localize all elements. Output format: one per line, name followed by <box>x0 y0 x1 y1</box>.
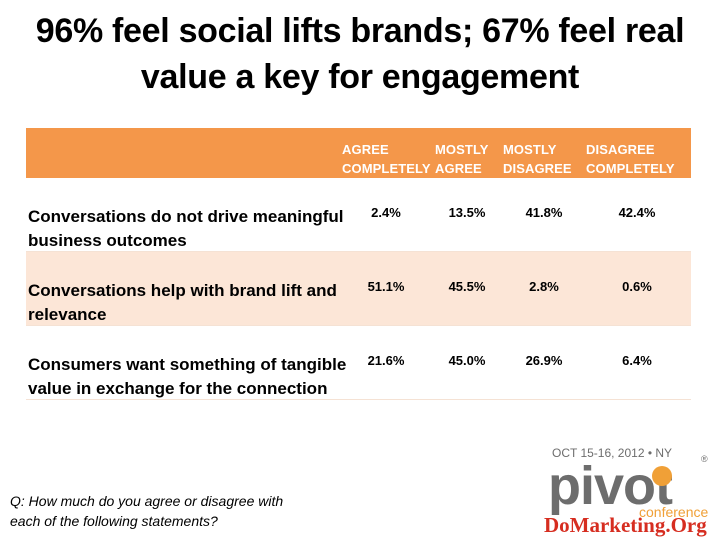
row-label: Conversations help with brand lift and r… <box>28 279 348 327</box>
value-cell: 42.4% <box>618 205 656 220</box>
column-header-line: AGREE <box>342 142 389 157</box>
row-label-line: Conversations help with brand lift and <box>28 281 337 300</box>
row-label-line: relevance <box>28 305 107 324</box>
row-label-line: value in exchange for the connection <box>28 379 328 398</box>
value-cell: 0.6% <box>622 279 652 294</box>
value-cell: 21.6% <box>367 353 405 368</box>
column-header-line: DISAGREE <box>503 161 572 176</box>
table-row: Conversations do not drive meaningful bu… <box>26 178 691 252</box>
row-label-line: Conversations do not drive meaningful <box>28 207 344 226</box>
survey-question-footnote: Q: How much do you agree or disagree wit… <box>10 491 283 531</box>
value-cell: 26.9% <box>525 353 563 368</box>
slide-title: 96% feel social lifts brands; 67% feel r… <box>0 8 720 100</box>
table-header: AGREE COMPLETELY MOSTLY AGREE MOSTLY DIS… <box>26 128 691 178</box>
logo-pivot-wordmark: pivot <box>548 456 673 516</box>
value-cell: 2.8% <box>529 279 559 294</box>
value-cell: 51.1% <box>367 279 405 294</box>
column-header-line: MOSTLY <box>503 142 557 157</box>
pivot-conference-logo: OCT 15-16, 2012 • NY ® pivot conference … <box>544 446 708 537</box>
value-cell: 45.0% <box>448 353 486 368</box>
column-header-line: DISAGREE <box>586 142 655 157</box>
row-label-line: Consumers want something of tangible <box>28 355 347 374</box>
value-cell: 41.8% <box>525 205 563 220</box>
value-cell: 6.4% <box>622 353 652 368</box>
value-cell: 45.5% <box>448 279 486 294</box>
column-header-mostly-agree: MOSTLY AGREE <box>435 140 489 178</box>
footnote-line: Q: How much do you agree or disagree wit… <box>10 493 284 509</box>
column-header-line: COMPLETELY <box>342 161 431 176</box>
logo-date: OCT 15-16, 2012 • NY <box>552 446 672 460</box>
row-label: Conversations do not drive meaningful bu… <box>28 205 348 253</box>
value-cell: 2.4% <box>371 205 401 220</box>
domarketing-watermark: DoMarketing.Org <box>544 513 707 537</box>
logo-registered-mark: ® <box>701 454 708 464</box>
logo-orange-dot-icon <box>652 466 672 486</box>
value-cell: 13.5% <box>448 205 486 220</box>
row-label-line: business outcomes <box>28 231 187 250</box>
column-header-disagree-completely: DISAGREE COMPLETELY <box>586 140 675 178</box>
column-header-line: COMPLETELY <box>586 161 675 176</box>
column-header-line: MOSTLY <box>435 142 489 157</box>
column-header-line: AGREE <box>435 161 482 176</box>
survey-table: AGREE COMPLETELY MOSTLY AGREE MOSTLY DIS… <box>26 128 691 400</box>
footnote-line: each of the following statements? <box>10 513 218 529</box>
slide-title-line-2: value a key for engagement <box>140 58 580 96</box>
logo-conference-text: conference <box>639 504 708 520</box>
column-header-mostly-disagree: MOSTLY DISAGREE <box>503 140 572 178</box>
column-header-agree-completely: AGREE COMPLETELY <box>342 140 431 178</box>
slide-title-line-1: 96% feel social lifts brands; 67% feel r… <box>35 12 685 50</box>
row-label: Consumers want something of tangible val… <box>28 353 348 401</box>
table-row: Consumers want something of tangible val… <box>26 326 691 400</box>
table-row: Conversations help with brand lift and r… <box>26 252 691 326</box>
